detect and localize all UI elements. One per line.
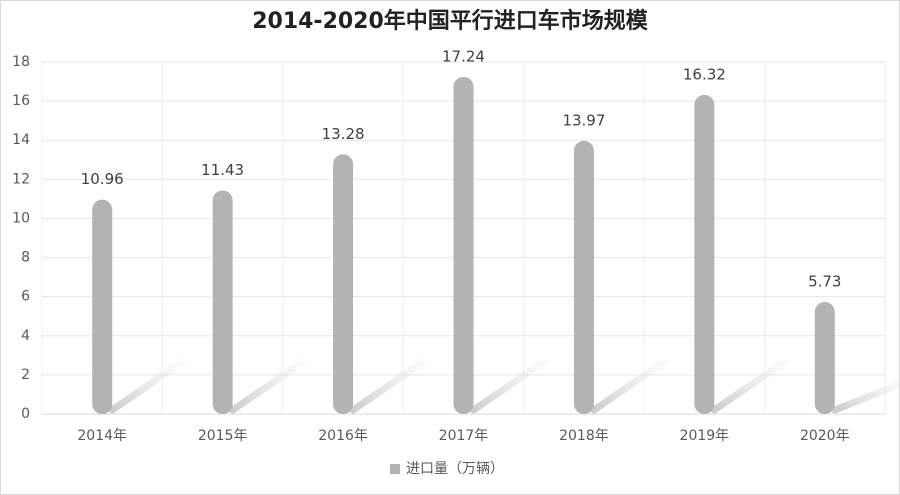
bar bbox=[212, 190, 233, 414]
x-tick-label: 2020年 bbox=[800, 428, 850, 444]
x-tick-label: 2017年 bbox=[439, 428, 489, 444]
value-label: 10.96 bbox=[81, 170, 124, 188]
value-label: 13.97 bbox=[562, 111, 605, 129]
bar-shadow bbox=[349, 358, 427, 414]
value-label: 11.43 bbox=[201, 161, 244, 179]
y-tick-label: 16 bbox=[12, 93, 30, 109]
bar bbox=[333, 154, 354, 414]
plot-area: 0 2 4 6 8 10 12 14 16 18 2014年 10.96 2015年 11.43 2016年… bbox=[12, 47, 900, 477]
bar bbox=[573, 140, 594, 414]
bar-shadow bbox=[710, 358, 788, 414]
bar-shadow bbox=[108, 358, 186, 414]
bar bbox=[92, 199, 113, 414]
bar bbox=[453, 76, 474, 415]
x-tick-label: 2019年 bbox=[680, 428, 730, 444]
y-tick-label: 2 bbox=[21, 367, 30, 383]
bar-shadow bbox=[470, 358, 547, 414]
x-tick-label: 2014年 bbox=[77, 428, 127, 444]
x-tick-label: 2016年 bbox=[318, 428, 368, 444]
legend-label: 进口量（万辆） bbox=[406, 461, 504, 477]
chart-title: 2014-2020年中国平行进口车市场规模 bbox=[252, 8, 649, 34]
value-label: 5.73 bbox=[808, 272, 841, 290]
y-tick-label: 10 bbox=[12, 210, 30, 226]
bar-shadow bbox=[229, 358, 307, 414]
y-tick-label: 12 bbox=[12, 171, 30, 187]
value-label: 16.32 bbox=[683, 65, 726, 83]
y-tick-label: 14 bbox=[12, 132, 30, 148]
y-tick-label: 4 bbox=[21, 328, 30, 344]
value-label: 13.28 bbox=[322, 125, 365, 143]
x-tick-label: 2015年 bbox=[198, 428, 248, 444]
legend-swatch bbox=[390, 464, 400, 474]
x-tick-label: 2018年 bbox=[559, 428, 609, 444]
y-tick-label: 8 bbox=[21, 250, 30, 266]
y-tick-label: 0 bbox=[21, 406, 30, 422]
bar-shadow bbox=[590, 358, 668, 414]
y-tick-label: 6 bbox=[21, 289, 30, 305]
bar bbox=[694, 94, 715, 414]
y-tick-label: 18 bbox=[12, 54, 30, 70]
value-label: 17.24 bbox=[442, 47, 485, 65]
bar bbox=[814, 301, 835, 414]
bar-shadow bbox=[831, 380, 900, 414]
